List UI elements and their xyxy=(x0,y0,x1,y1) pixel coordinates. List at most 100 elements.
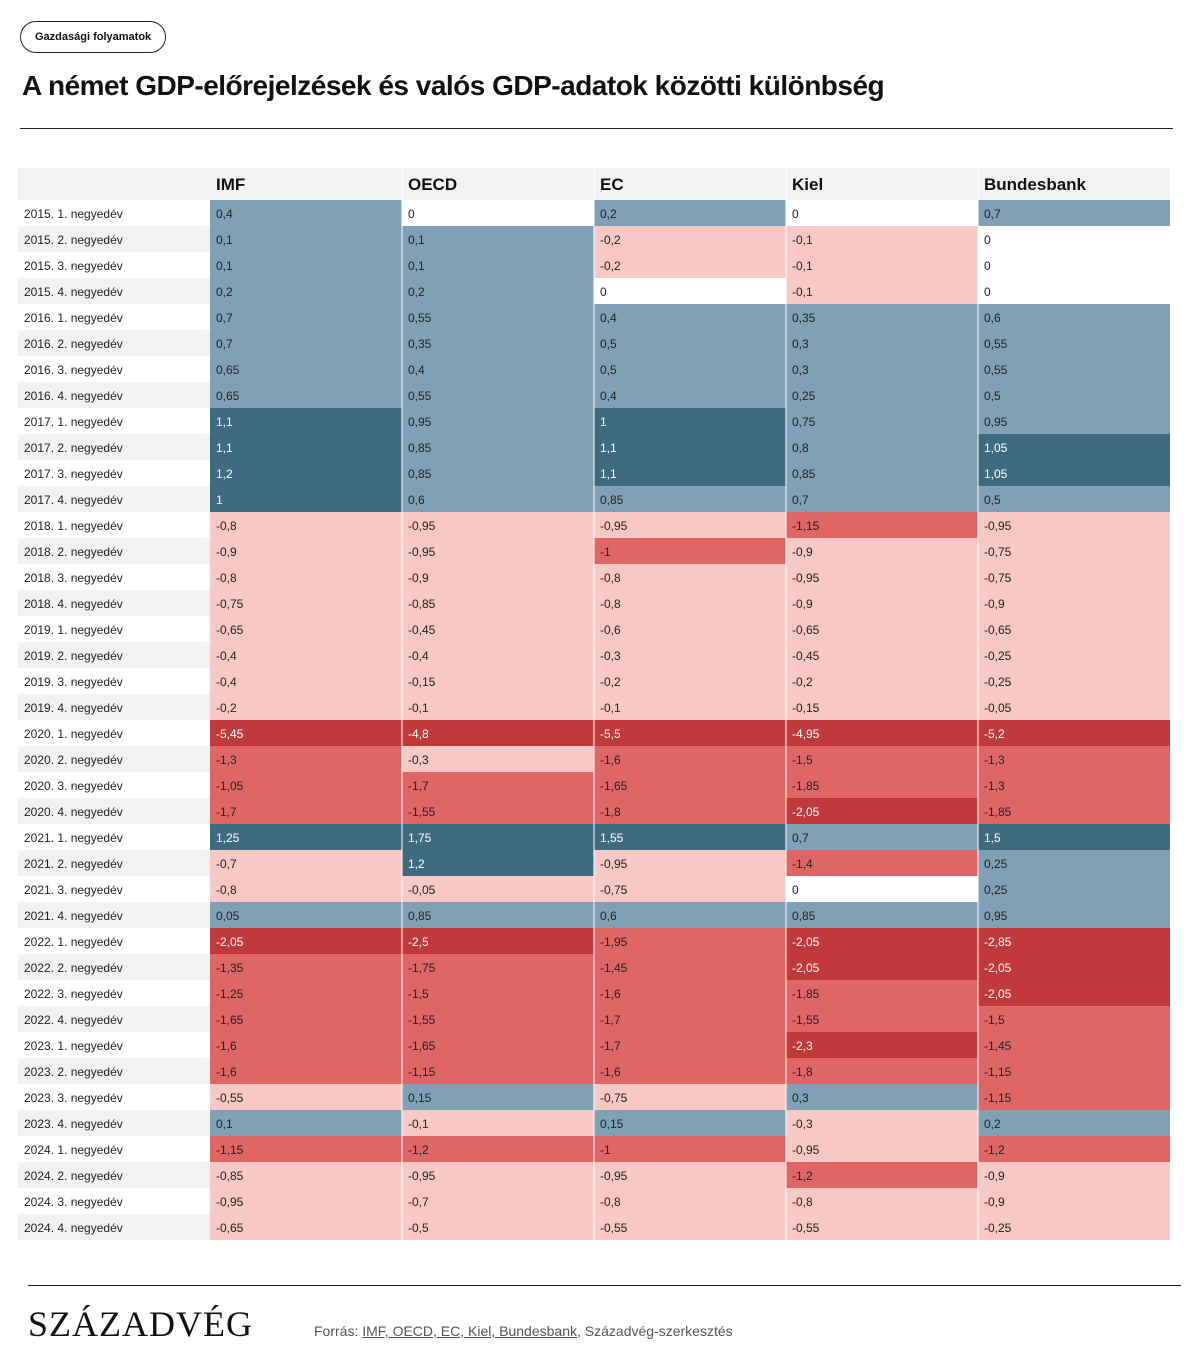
heatmap-cell xyxy=(210,278,402,304)
cell-value: -0,75 xyxy=(600,1091,628,1105)
heatmap-cell xyxy=(210,564,402,590)
heatmap-cell xyxy=(594,772,786,798)
row-label: 2023. 3. negyedév xyxy=(24,1091,123,1105)
cell-value: 0 xyxy=(984,233,991,247)
heatmap-cell xyxy=(594,720,786,746)
heatmap-cell xyxy=(786,720,978,746)
heatmap-cell xyxy=(210,304,402,330)
row-label: 2015. 3. negyedév xyxy=(24,259,123,273)
heatmap-cell xyxy=(402,668,594,694)
cell-value: 0,7 xyxy=(984,207,1001,221)
heatmap-cell xyxy=(210,512,402,538)
cell-value: -1,55 xyxy=(408,805,436,819)
cell-value: -0,2 xyxy=(792,675,813,689)
row-label: 2018. 3. negyedév xyxy=(24,571,123,585)
heatmap-cell xyxy=(594,850,786,876)
row-label: 2015. 2. negyedév xyxy=(24,233,123,247)
cell-value: -1,2 xyxy=(984,1143,1005,1157)
cell-value: 0,95 xyxy=(408,415,432,429)
heatmap-cell xyxy=(210,382,402,408)
cell-value: -0,95 xyxy=(600,1169,628,1183)
heatmap-cell xyxy=(978,408,1170,434)
cell-value: -0,55 xyxy=(600,1221,628,1235)
cell-value: -0,8 xyxy=(600,597,621,611)
cell-value: 0,8 xyxy=(792,441,809,455)
row-label: 2019. 3. negyedév xyxy=(24,675,123,689)
heatmap-cell xyxy=(786,434,978,460)
szazadveg-logo[interactable]: SZÁZADVÉG xyxy=(28,1304,253,1344)
heatmap-cell xyxy=(594,746,786,772)
cell-value: -0,9 xyxy=(216,545,237,559)
row-label-cell xyxy=(18,772,210,798)
category-tag[interactable]: Gazdasági folyamatok xyxy=(20,21,167,53)
cell-value: 0,2 xyxy=(984,1117,1001,1131)
row-label-cell xyxy=(18,382,210,408)
heatmap-cell xyxy=(978,928,1170,954)
row-label: 2023. 4. negyedév xyxy=(24,1117,123,1131)
cell-value: -0,4 xyxy=(408,649,429,663)
cell-value: -0,7 xyxy=(216,857,237,871)
cell-value: -0,05 xyxy=(408,883,436,897)
heatmap-cell xyxy=(402,772,594,798)
row-label-cell xyxy=(18,564,210,590)
heatmap-cell xyxy=(786,330,978,356)
cell-value: 1,55 xyxy=(600,831,624,845)
cell-value: -0,95 xyxy=(984,519,1012,533)
cell-value: -1,05 xyxy=(216,779,244,793)
cell-value: 0,2 xyxy=(600,207,617,221)
cell-value: -0,95 xyxy=(408,1169,436,1183)
heatmap-cell xyxy=(786,928,978,954)
row-label: 2018. 2. negyedév xyxy=(24,545,123,559)
heatmap-cell xyxy=(978,1214,1170,1240)
heatmap-cell xyxy=(402,642,594,668)
heatmap-cell xyxy=(786,876,978,902)
heatmap-cell xyxy=(594,902,786,928)
cell-value: 0,3 xyxy=(792,363,809,377)
cell-value: -0,1 xyxy=(792,233,813,247)
heatmap-cell xyxy=(594,486,786,512)
cell-value: 0,35 xyxy=(408,337,432,351)
heatmap-cell xyxy=(786,902,978,928)
cell-value: -0,1 xyxy=(408,1117,429,1131)
row-label-cell xyxy=(18,330,210,356)
heatmap-cell xyxy=(210,1006,402,1032)
heatmap-cell xyxy=(786,668,978,694)
heatmap-cell xyxy=(210,1188,402,1214)
cell-value: -0,9 xyxy=(792,545,813,559)
cell-value: -0,75 xyxy=(984,545,1012,559)
cell-value: 1,25 xyxy=(216,831,240,845)
heatmap-cell xyxy=(594,382,786,408)
row-label-cell xyxy=(18,954,210,980)
heatmap-cell xyxy=(786,616,978,642)
heatmap-cell xyxy=(786,226,978,252)
heatmap-cell xyxy=(978,772,1170,798)
cell-value: -1,15 xyxy=(792,519,820,533)
cell-value: -1,7 xyxy=(408,779,429,793)
cell-value: -0,2 xyxy=(600,675,621,689)
heatmap-cell xyxy=(210,616,402,642)
cell-value: -5,5 xyxy=(600,727,621,741)
cell-value: 0 xyxy=(792,883,799,897)
footer-divider xyxy=(28,1285,1181,1286)
heatmap-cell xyxy=(402,1032,594,1058)
heatmap-cell xyxy=(210,434,402,460)
cell-value: -0,9 xyxy=(408,571,429,585)
heatmap-cell xyxy=(978,564,1170,590)
cell-value: -0,65 xyxy=(216,623,244,637)
cell-value: -0,4 xyxy=(216,649,237,663)
cell-value: 0,1 xyxy=(216,1117,233,1131)
row-label: 2024. 2. negyedév xyxy=(24,1169,123,1183)
row-label: 2016. 1. negyedév xyxy=(24,311,123,325)
heatmap-cell xyxy=(978,954,1170,980)
cell-value: -1,75 xyxy=(408,961,436,975)
cell-value: -1,25 xyxy=(216,987,244,1001)
source-note: Forrás: IMF, OECD, EC, Kiel, Bundesbank,… xyxy=(314,1323,733,1339)
heatmap-cell xyxy=(978,1162,1170,1188)
heatmap-cell xyxy=(594,1032,786,1058)
heatmap-cell xyxy=(210,772,402,798)
heatmap-cell xyxy=(210,200,402,226)
source-links[interactable]: IMF, OECD, EC, Kiel, Bundesbank xyxy=(362,1323,577,1339)
heatmap-cell xyxy=(978,512,1170,538)
cell-value: 0,1 xyxy=(408,233,425,247)
heatmap-cell xyxy=(786,850,978,876)
